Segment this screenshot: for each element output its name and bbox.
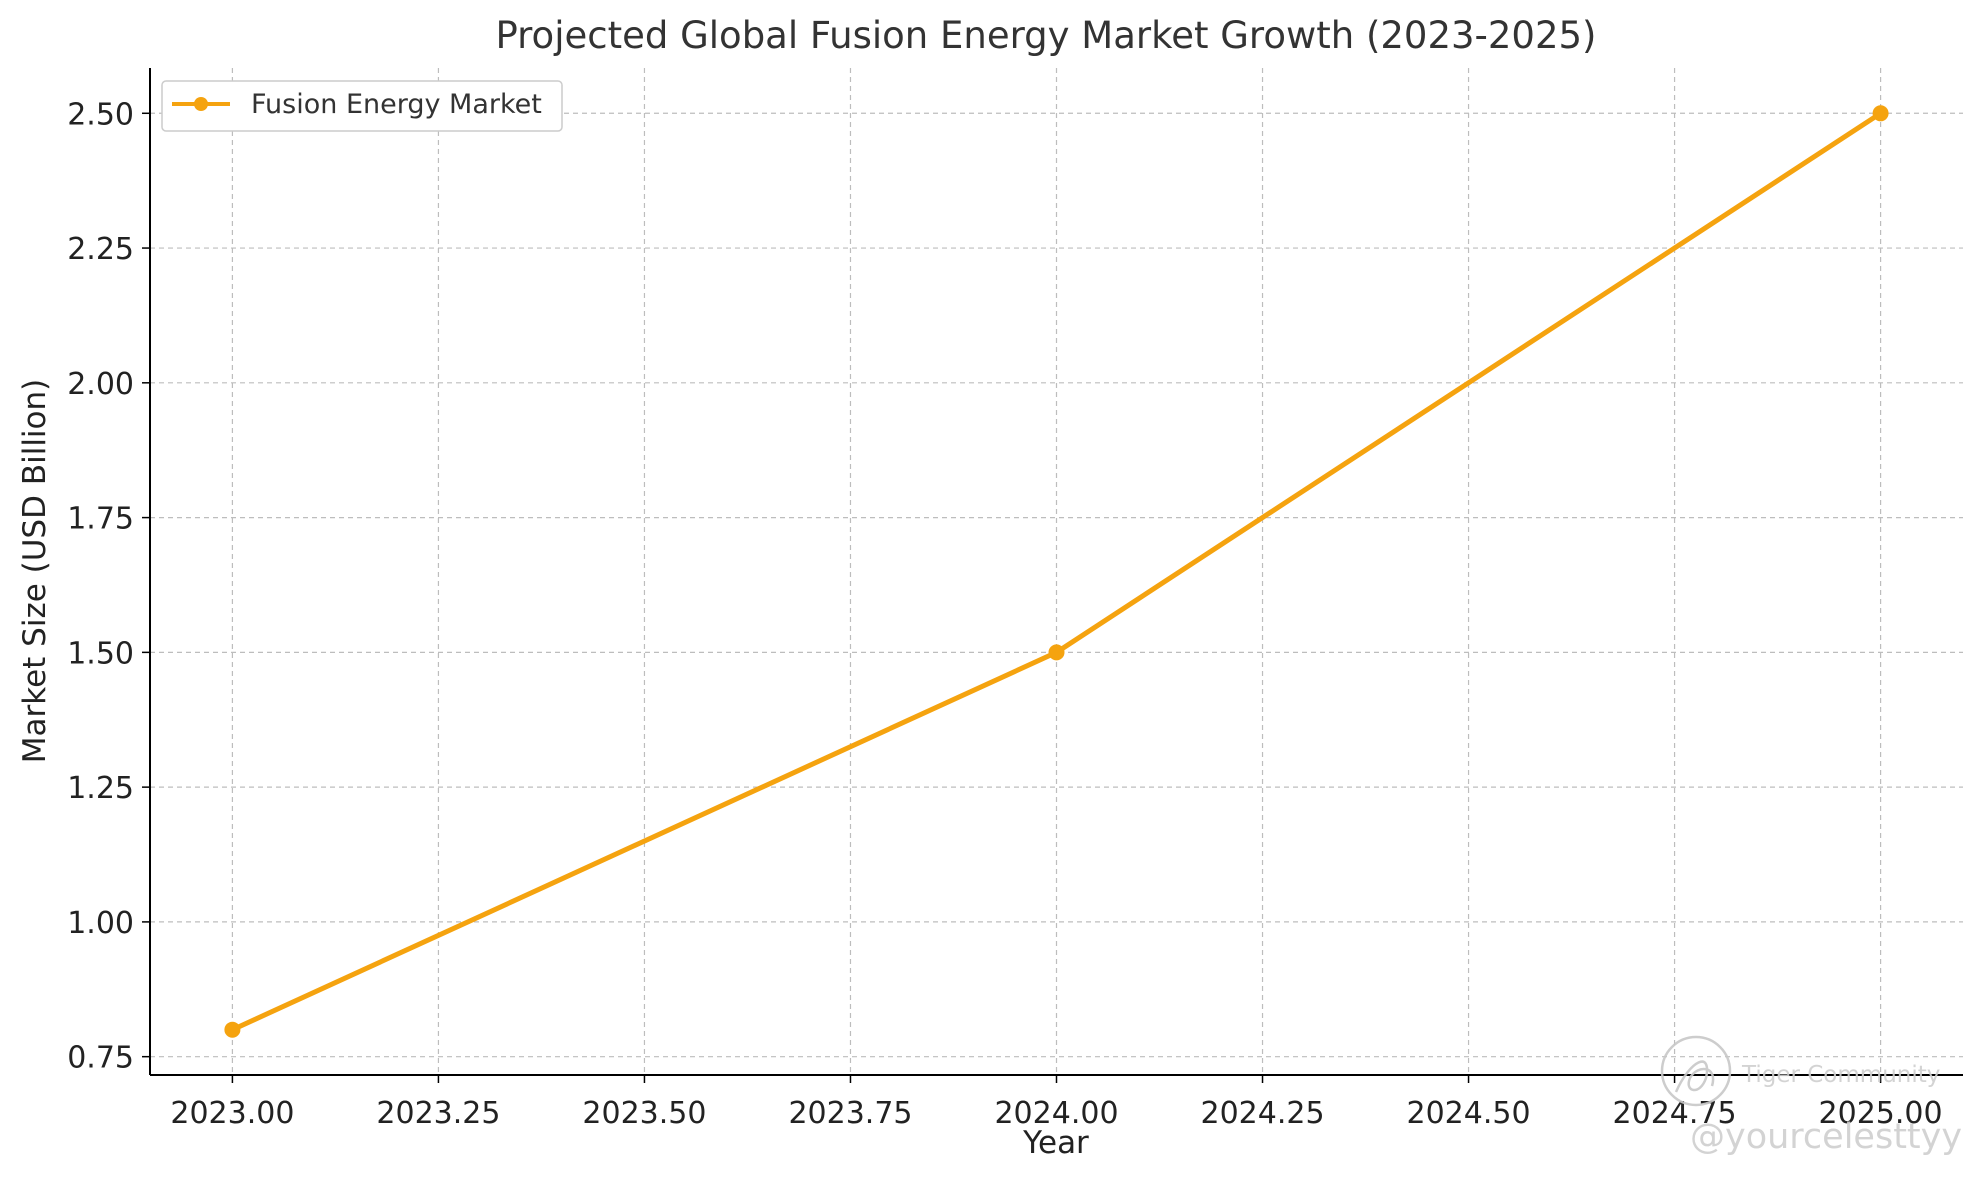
y-tick-label: 1.25 (67, 771, 134, 806)
x-tick-label: 2025.00 (1819, 1096, 1943, 1131)
x-tick-label: 2024.00 (994, 1096, 1118, 1131)
y-axis-label: Market Size (USD Billion) (17, 379, 53, 764)
legend-label: Fusion Energy Market (251, 89, 542, 120)
watermark-handle: @yourcelesttyy (1690, 1117, 1962, 1157)
x-tick-label: 2023.75 (788, 1096, 912, 1131)
y-axis-ticks: 0.75 1.00 1.25 1.50 1.75 2.00 2.25 2.50 (67, 97, 150, 1076)
y-tick-label: 2.50 (67, 97, 134, 132)
legend-box (161, 80, 563, 132)
tiger-logo-icon (1660, 1035, 1732, 1107)
data-point (224, 1021, 241, 1038)
y-tick-label: 2.25 (67, 232, 134, 267)
x-tick-label: 2024.25 (1200, 1096, 1324, 1131)
x-axis-ticks: 2023.00 2023.25 2023.50 2023.75 2024.00 2024.… (170, 1075, 1943, 1131)
data-point (1048, 644, 1065, 661)
y-tick-label: 1.75 (67, 502, 134, 537)
watermark-brand: Tiger Community (1741, 1062, 1940, 1088)
y-tick-label: 1.00 (67, 906, 134, 941)
series (224, 105, 1889, 1038)
x-tick-label: 2023.00 (170, 1096, 294, 1131)
x-tick-label: 2024.75 (1613, 1096, 1737, 1131)
y-tick-label: 0.75 (67, 1041, 134, 1076)
x-tick-label: 2023.50 (582, 1096, 706, 1131)
legend: Fusion Energy Market (161, 80, 563, 132)
x-tick-label: 2024.50 (1407, 1096, 1531, 1131)
x-tick-label: 2023.25 (376, 1096, 500, 1131)
watermark: Tiger Community @yourcelesttyy (1660, 1035, 1962, 1157)
y-tick-label: 1.50 (67, 636, 134, 671)
legend-marker-swatch (194, 97, 208, 111)
grid (150, 68, 1963, 1075)
data-point (1872, 105, 1889, 122)
x-axis-label: Year (1022, 1125, 1089, 1161)
y-tick-label: 2.00 (67, 367, 134, 402)
chart-title: Projected Global Fusion Energy Market Gr… (496, 14, 1597, 57)
